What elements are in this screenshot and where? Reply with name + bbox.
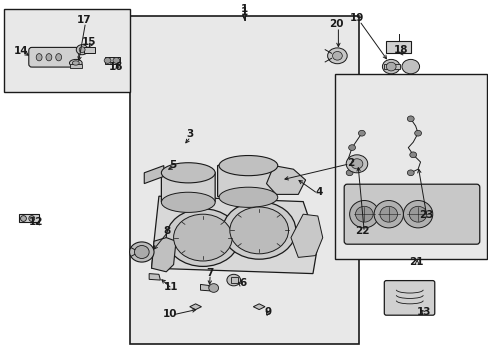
Ellipse shape: [407, 170, 413, 176]
Bar: [19, 214, 39, 222]
Polygon shape: [266, 166, 305, 194]
Ellipse shape: [166, 209, 239, 266]
Ellipse shape: [129, 242, 154, 262]
Text: 19: 19: [349, 13, 364, 23]
Bar: [4, 9, 129, 92]
Ellipse shape: [382, 59, 399, 74]
Ellipse shape: [134, 246, 149, 258]
Ellipse shape: [346, 170, 352, 176]
Text: 21: 21: [408, 257, 423, 267]
Bar: [230, 277, 237, 283]
Ellipse shape: [72, 61, 79, 65]
Ellipse shape: [358, 130, 365, 136]
Text: 22: 22: [355, 226, 369, 237]
Polygon shape: [161, 164, 215, 212]
Text: 1: 1: [241, 7, 247, 17]
Ellipse shape: [353, 159, 360, 165]
Ellipse shape: [403, 201, 432, 228]
FancyBboxPatch shape: [344, 184, 479, 244]
Ellipse shape: [222, 202, 295, 259]
Text: 20: 20: [328, 19, 343, 30]
Ellipse shape: [219, 187, 277, 207]
Text: 10: 10: [163, 309, 177, 319]
Ellipse shape: [327, 48, 346, 64]
Ellipse shape: [355, 206, 372, 222]
Ellipse shape: [161, 163, 215, 183]
Bar: [70, 64, 81, 68]
Polygon shape: [144, 166, 163, 184]
Ellipse shape: [373, 201, 403, 228]
Ellipse shape: [46, 54, 52, 61]
Ellipse shape: [386, 62, 395, 71]
Text: 6: 6: [239, 278, 246, 288]
Text: 3: 3: [186, 129, 193, 139]
Ellipse shape: [401, 59, 419, 74]
Ellipse shape: [349, 201, 378, 228]
Text: 13: 13: [416, 307, 431, 318]
Bar: [386, 41, 410, 53]
Polygon shape: [253, 304, 264, 310]
Polygon shape: [189, 304, 201, 310]
Text: 12: 12: [28, 217, 43, 228]
Ellipse shape: [36, 54, 42, 61]
Text: 18: 18: [393, 45, 407, 55]
Ellipse shape: [409, 152, 416, 158]
Polygon shape: [149, 274, 160, 280]
Ellipse shape: [350, 159, 362, 169]
Ellipse shape: [56, 54, 61, 61]
Ellipse shape: [379, 206, 397, 222]
Polygon shape: [151, 238, 176, 272]
Bar: [84, 47, 95, 53]
Text: 7: 7: [206, 268, 214, 278]
Ellipse shape: [69, 59, 82, 67]
Ellipse shape: [229, 207, 288, 254]
Ellipse shape: [113, 58, 120, 63]
FancyBboxPatch shape: [29, 48, 79, 67]
Text: 4: 4: [314, 186, 322, 197]
Ellipse shape: [408, 206, 426, 222]
Text: 2: 2: [347, 158, 354, 168]
Text: 9: 9: [264, 307, 271, 318]
Ellipse shape: [414, 130, 421, 136]
Text: 5: 5: [169, 160, 176, 170]
Ellipse shape: [20, 216, 26, 221]
Text: 16: 16: [109, 62, 123, 72]
Bar: [383, 64, 399, 69]
Ellipse shape: [161, 192, 215, 212]
Ellipse shape: [76, 45, 88, 55]
FancyBboxPatch shape: [384, 280, 434, 315]
Ellipse shape: [219, 156, 277, 176]
Ellipse shape: [332, 51, 342, 60]
Bar: [334, 74, 486, 259]
Ellipse shape: [208, 284, 218, 292]
Bar: [105, 57, 120, 64]
Ellipse shape: [104, 58, 111, 63]
Polygon shape: [290, 214, 322, 257]
Polygon shape: [200, 284, 210, 291]
Text: 23: 23: [418, 210, 433, 220]
Text: 11: 11: [163, 282, 178, 292]
Ellipse shape: [79, 47, 85, 53]
Ellipse shape: [29, 216, 35, 221]
Ellipse shape: [173, 214, 232, 261]
Ellipse shape: [348, 145, 355, 150]
Polygon shape: [151, 196, 317, 274]
Ellipse shape: [346, 155, 367, 173]
Bar: [129, 16, 359, 344]
Text: 8: 8: [163, 226, 170, 236]
Text: 1: 1: [241, 4, 247, 14]
Text: 14: 14: [14, 46, 28, 57]
Text: 17: 17: [77, 15, 92, 25]
Ellipse shape: [407, 116, 413, 122]
Text: 15: 15: [82, 37, 97, 48]
Polygon shape: [217, 157, 276, 207]
Ellipse shape: [226, 274, 240, 286]
